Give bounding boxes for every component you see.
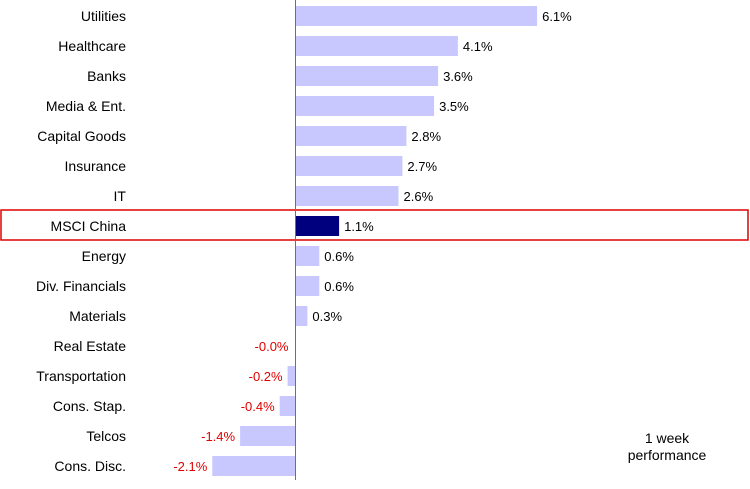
bar: [295, 96, 435, 116]
value-label: -1.4%: [201, 429, 235, 444]
chart-annotation: 1 week performance: [627, 430, 707, 463]
bar: [212, 456, 296, 476]
value-label: -0.2%: [249, 369, 283, 384]
category-label: Materials: [69, 308, 126, 324]
value-label: 4.1%: [463, 39, 493, 54]
highlight-box: [0, 209, 749, 241]
value-label: 2.7%: [407, 159, 437, 174]
bar: [295, 186, 399, 206]
category-label: Energy: [82, 248, 126, 264]
bar: [240, 426, 296, 446]
bar: [295, 36, 458, 56]
bar-highlight: [295, 216, 340, 236]
bar: [295, 246, 320, 266]
bar: [295, 156, 403, 176]
value-label: 0.6%: [324, 249, 354, 264]
category-label: MSCI China: [51, 218, 127, 234]
category-label: Transportation: [36, 368, 126, 384]
bar: [295, 276, 320, 296]
value-label: 3.6%: [443, 69, 473, 84]
category-label: Capital Goods: [37, 128, 126, 144]
category-label: Utilities: [81, 8, 126, 24]
bar: [295, 306, 308, 326]
bar: [287, 366, 296, 386]
value-label: -2.1%: [173, 459, 207, 474]
category-label: Div. Financials: [36, 278, 126, 294]
value-label: 3.5%: [439, 99, 469, 114]
value-label: -0.4%: [241, 399, 275, 414]
category-label: Banks: [87, 68, 126, 84]
value-label: 2.8%: [411, 129, 441, 144]
value-label: -0.0%: [255, 339, 289, 354]
category-label: Cons. Stap.: [53, 398, 126, 414]
value-label: 0.3%: [312, 309, 342, 324]
bar: [295, 66, 439, 86]
category-label: Cons. Disc.: [54, 458, 126, 474]
bar: [295, 6, 538, 26]
value-label: 2.6%: [404, 189, 434, 204]
category-label: Telcos: [86, 428, 126, 444]
category-label: IT: [114, 188, 127, 204]
value-label: 0.6%: [324, 279, 354, 294]
category-label: Media & Ent.: [46, 98, 126, 114]
category-label: Healthcare: [58, 38, 126, 54]
value-label: 1.1%: [344, 219, 374, 234]
bar: [279, 396, 296, 416]
category-label: Insurance: [65, 158, 127, 174]
value-label: 6.1%: [542, 9, 572, 24]
bar: [295, 126, 407, 146]
category-label: Real Estate: [54, 338, 127, 354]
